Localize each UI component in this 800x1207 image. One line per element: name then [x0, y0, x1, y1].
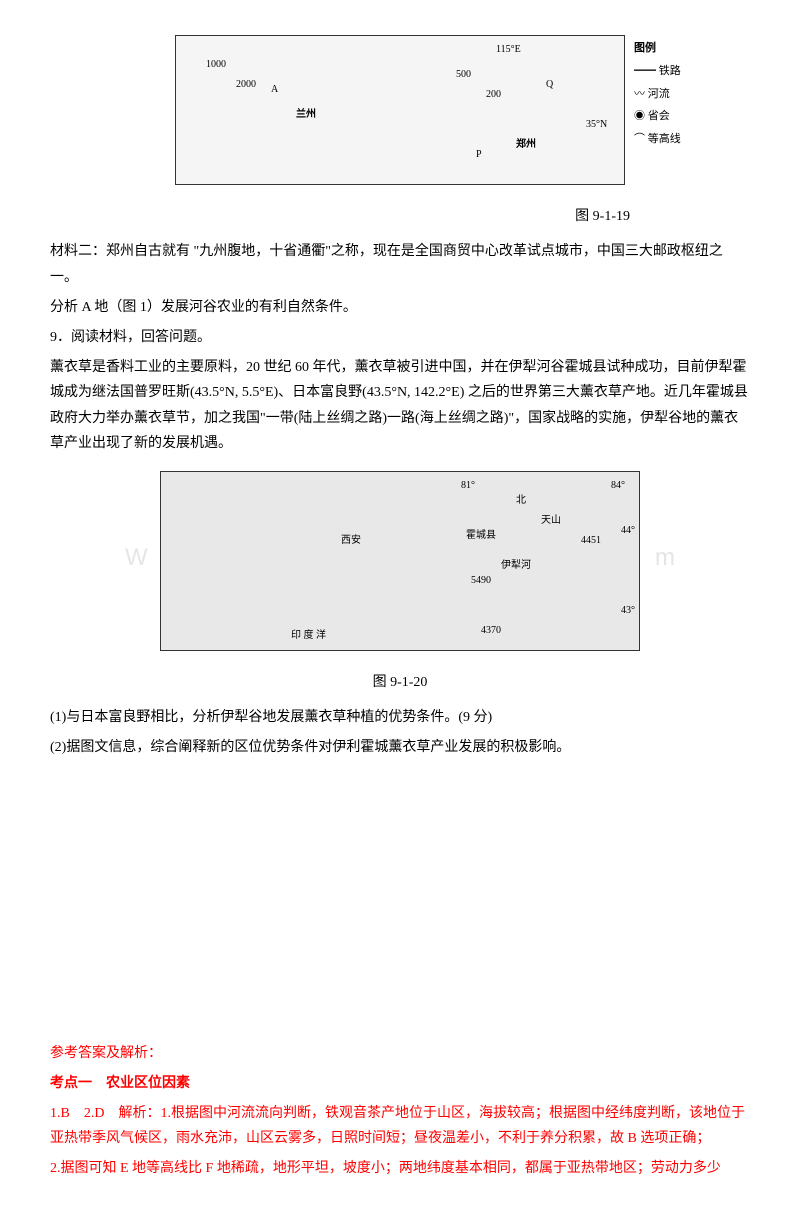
- legend-box: 图例 ━━ 铁路 〰 河流 ◉ 省会 ⌒ 等高线: [634, 36, 744, 153]
- answer-section: 参考答案及解析： 考点一 农业区位因素 1.B 2.D 解析：1.根据图中河流流…: [50, 1041, 750, 1182]
- legend-contour: ⌒ 等高线: [634, 130, 744, 150]
- figure-2-caption: 图 9-1-20: [50, 670, 750, 695]
- legend-river: 〰 河流: [634, 85, 744, 105]
- map-label-81: 81°: [461, 477, 475, 495]
- map-sketch-1: 兰州 郑州 1000 2000 500 200 115°E 35°N P Q A: [176, 36, 624, 184]
- map-label-35n: 35°N: [586, 116, 607, 134]
- subquestion-2: (2)据图文信息，综合阐释新的区位优势条件对伊利霍城薰衣草产业发展的积极影响。: [50, 735, 750, 760]
- answer-1: 1.B 2.D 解析：1.根据图中河流流向判断，铁观音茶产地位于山区，海拔较高；…: [50, 1101, 750, 1151]
- figure-1-caption: 图 9-1-19: [50, 204, 750, 229]
- subquestion-1: (1)与日本富良野相比，分析伊犁谷地发展薰衣草种植的优势条件。(9 分): [50, 705, 750, 730]
- map-label-a: A: [271, 81, 278, 99]
- map-label-q: Q: [546, 76, 553, 94]
- legend-railway-label: 铁路: [659, 65, 681, 77]
- map-label-43: 43°: [621, 602, 635, 620]
- watermark-right: m: [655, 536, 675, 579]
- material-2: 材料二：郑州自古就有 "九州腹地，十省通衢"之称，现在是全国商贸中心改革试点城市…: [50, 239, 750, 289]
- map-label-indian-ocean: 印 度 洋: [291, 627, 326, 645]
- map-label-2000: 2000: [236, 76, 256, 94]
- answer-2: 2.据图可知 E 地等高线比 F 地稀疏，地形平坦，坡度小；两地纬度基本相同，都…: [50, 1156, 750, 1181]
- map-label-1000: 1000: [206, 56, 226, 74]
- legend-contour-label: 等高线: [648, 133, 681, 145]
- map-label-zhengzhou: 郑州: [516, 136, 536, 154]
- figure-1-container: 兰州 郑州 1000 2000 500 200 115°E 35°N P Q A…: [50, 30, 750, 229]
- map-label-200: 200: [486, 86, 501, 104]
- map-label-4370: 4370: [481, 622, 501, 640]
- map-label-north: 北: [516, 492, 526, 510]
- map-label-500: 500: [456, 66, 471, 84]
- map-label-5490: 5490: [471, 572, 491, 590]
- map-label-84: 84°: [611, 477, 625, 495]
- figure-2-container: W 西安 印 度 洋 伊犁河 天山 北 81° 84° 43° 44° 霍城县 …: [50, 466, 750, 695]
- map-label-yili-river: 伊犁河: [501, 557, 531, 575]
- map-figure-1: 兰州 郑州 1000 2000 500 200 115°E 35°N P Q A…: [175, 35, 625, 185]
- material-2-label: 材料二：: [50, 244, 106, 259]
- answer-subtitle: 考点一 农业区位因素: [50, 1071, 750, 1096]
- map-label-xian: 西安: [341, 532, 361, 550]
- map-figure-2: 西安 印 度 洋 伊犁河 天山 北 81° 84° 43° 44° 霍城县 43…: [160, 471, 640, 651]
- question-9-para1: 薰衣草是香料工业的主要原料，20 世纪 60 年代，薰衣草被引进中国，并在伊犁河…: [50, 355, 750, 456]
- question-9-number: 9．阅读材料，回答问题。: [50, 325, 750, 350]
- map-label-huocheng: 霍城县: [466, 527, 496, 545]
- watermark-left: W: [125, 536, 148, 579]
- legend-title: 图例: [634, 39, 744, 59]
- answer-title: 参考答案及解析：: [50, 1041, 750, 1066]
- material-2-text: 郑州自古就有 "九州腹地，十省通衢"之称，现在是全国商贸中心改革试点城市，中国三…: [50, 244, 723, 284]
- map-label-lanzhou: 兰州: [296, 106, 316, 124]
- map-label-p: P: [476, 146, 482, 164]
- legend-capital-label: 省会: [648, 110, 670, 122]
- question-a: 分析 A 地（图 1）发展河谷农业的有利自然条件。: [50, 295, 750, 320]
- map-label-44: 44°: [621, 522, 635, 540]
- legend-capital: ◉ 省会: [634, 107, 744, 127]
- map-label-115e: 115°E: [496, 41, 521, 59]
- map-label-tianshan: 天山: [541, 512, 561, 530]
- map-sketch-2: 西安 印 度 洋 伊犁河 天山 北 81° 84° 43° 44° 霍城县 43…: [161, 472, 639, 650]
- legend-river-label: 河流: [648, 88, 670, 100]
- map-label-4451: 4451: [581, 532, 601, 550]
- legend-railway: ━━ 铁路: [634, 62, 744, 82]
